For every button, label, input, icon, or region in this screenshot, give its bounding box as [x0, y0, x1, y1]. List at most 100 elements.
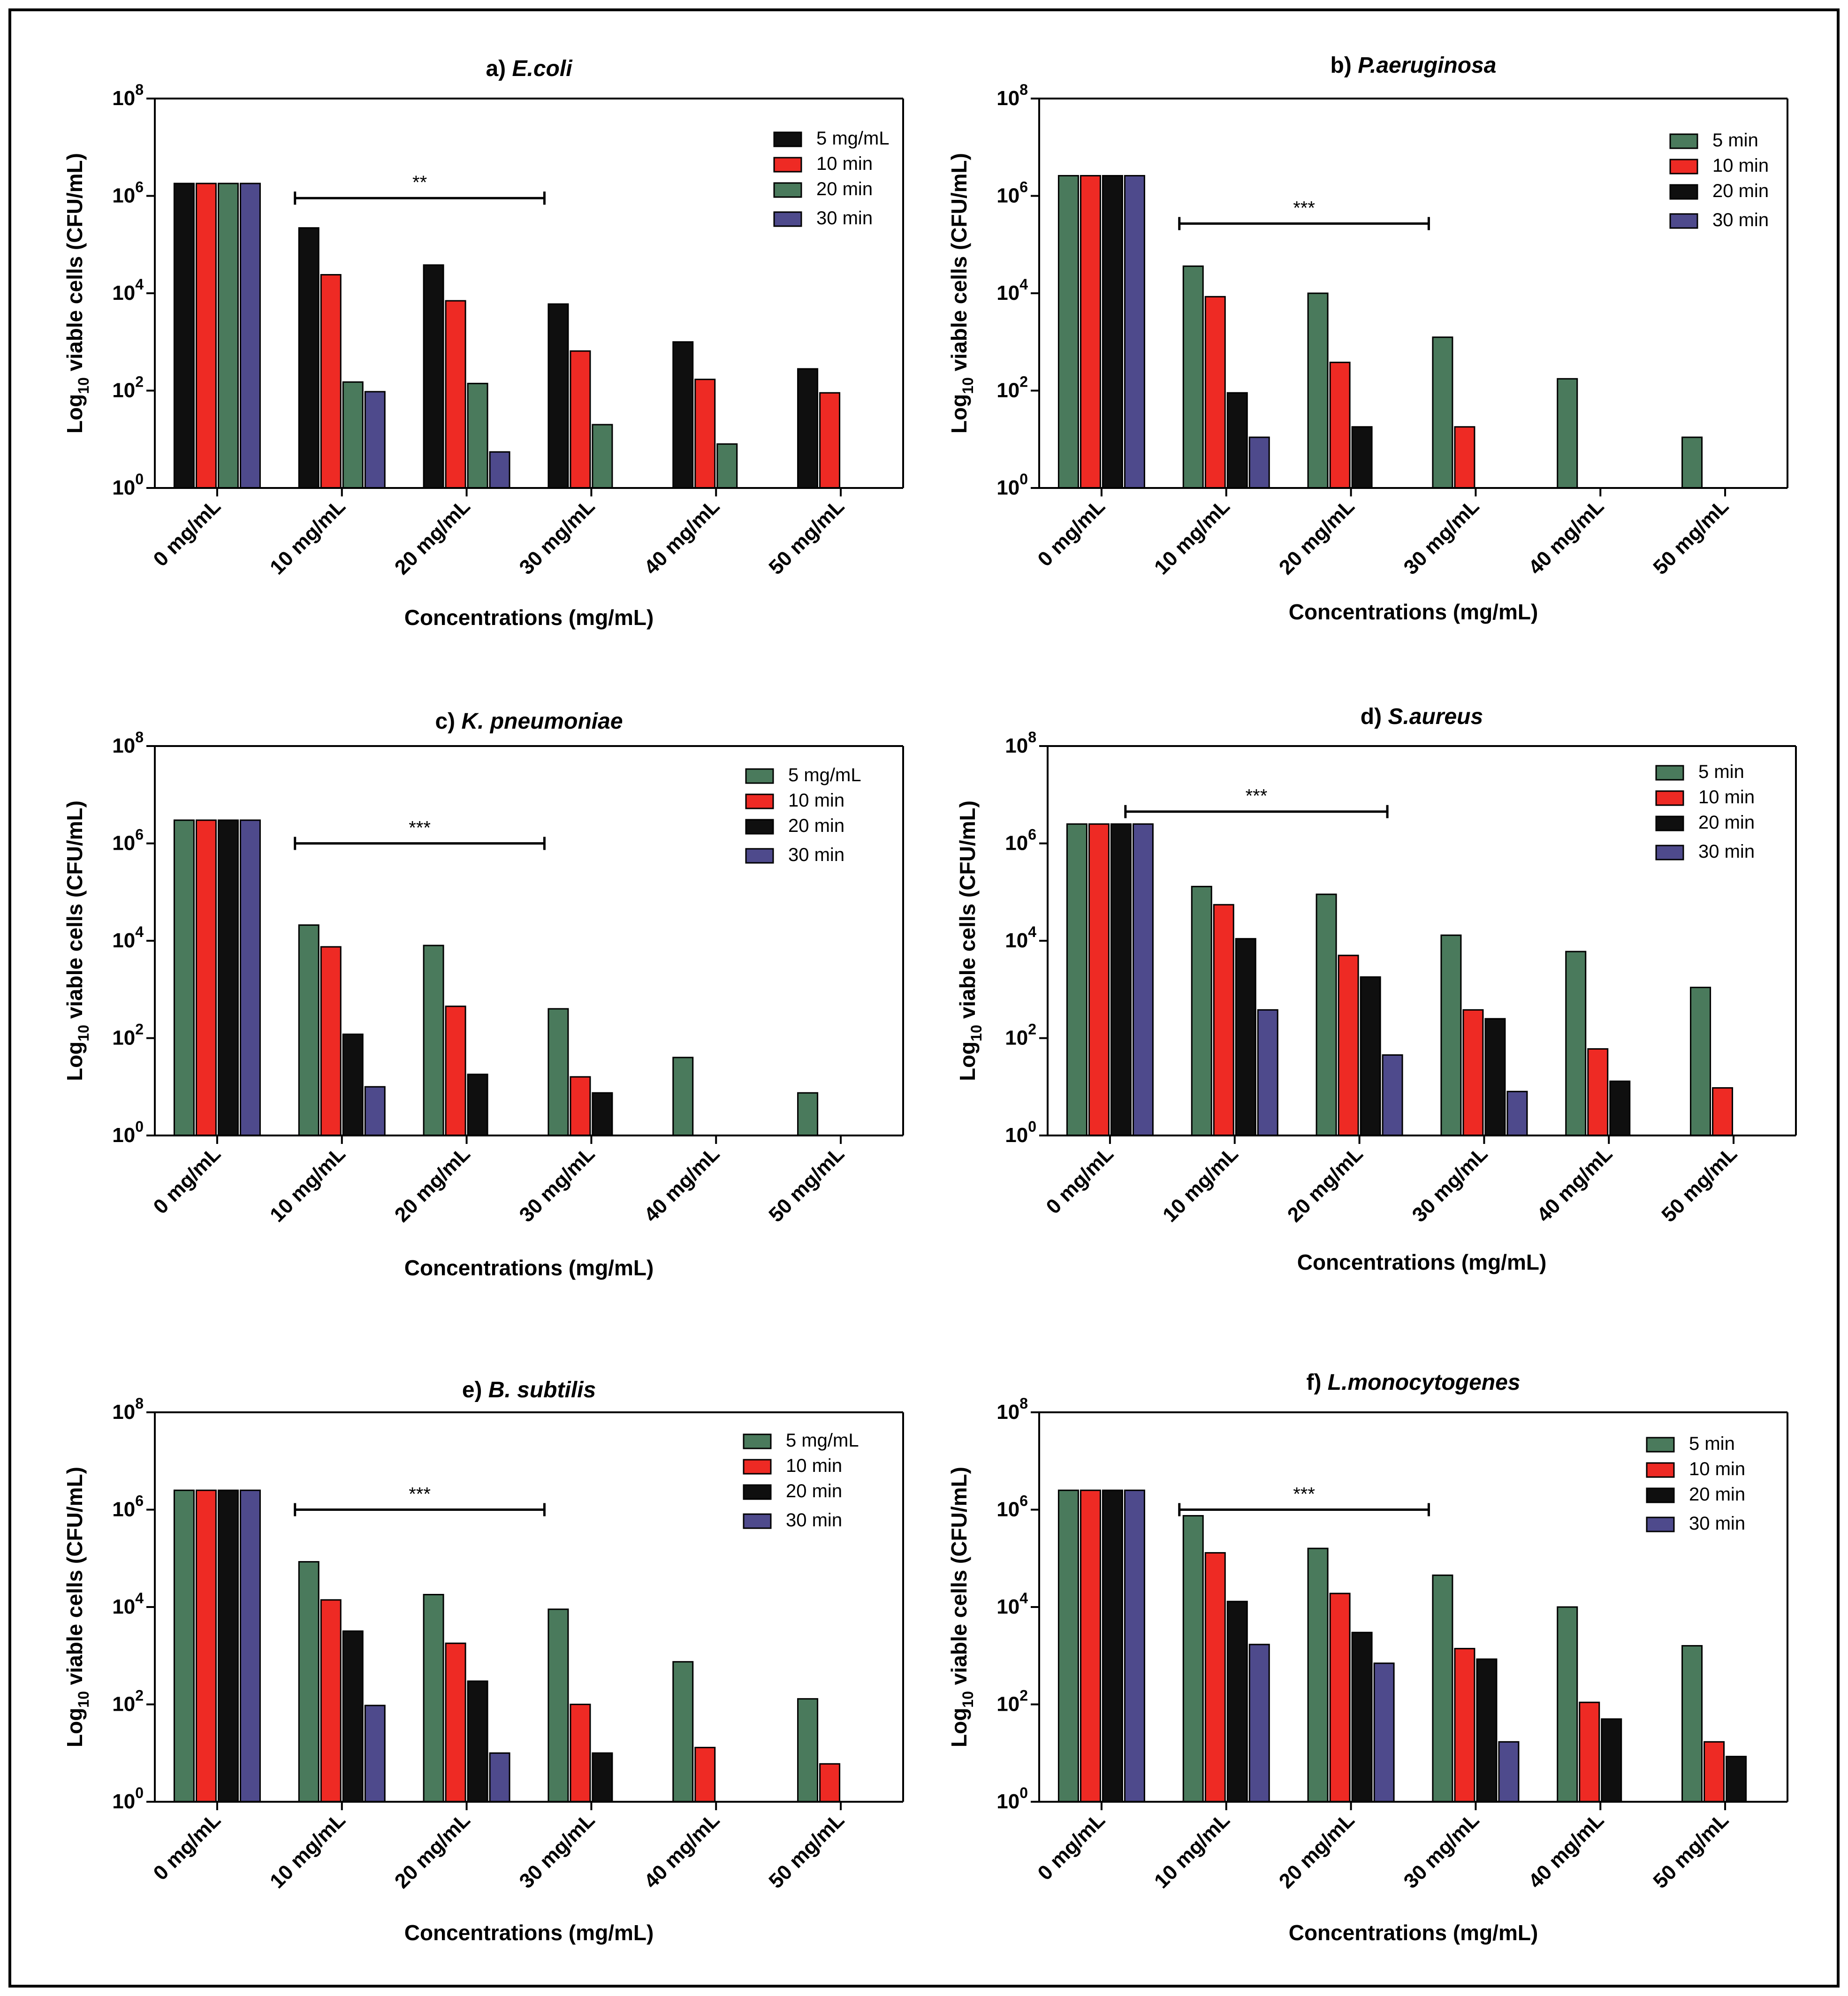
- legend-swatch: [745, 768, 774, 784]
- legend-swatch: [1646, 1462, 1675, 1478]
- bar-1-4: [1432, 1574, 1453, 1803]
- y-tick-label: 100: [112, 471, 144, 499]
- legend-swatch: [1669, 133, 1698, 149]
- y-axis-label: Log10 viable cells (CFU/mL): [947, 1467, 976, 1747]
- bar-1-6: [797, 368, 819, 489]
- y-tick-label: 108: [1005, 729, 1036, 757]
- bar-3-4: [592, 1092, 613, 1136]
- bar-1-5: [672, 341, 694, 489]
- x-axis-label: Concentrations (mg/mL): [1297, 1250, 1547, 1274]
- bar-3-5: [1609, 1080, 1631, 1136]
- legend-swatch: [773, 182, 802, 198]
- bar-2-4: [1462, 1009, 1484, 1136]
- bar-3-3: [467, 1680, 488, 1803]
- bar-1-5: [1557, 378, 1578, 489]
- title-prefix: b): [1331, 53, 1358, 78]
- x-tick-label: 10 mg/mL: [266, 495, 350, 579]
- significance-label: ***: [1293, 1484, 1315, 1505]
- bar-3-3: [467, 382, 488, 489]
- bar-2-4: [570, 1704, 591, 1803]
- x-tick-label: 30 mg/mL: [515, 1142, 600, 1227]
- x-tick-label: 30 mg/mL: [1399, 495, 1484, 579]
- x-tick-label: 0 mg/mL: [149, 495, 225, 571]
- bar-2-2: [1213, 904, 1234, 1136]
- y-tick-label: 106: [1005, 826, 1036, 855]
- y-tick-label: 102: [1005, 1021, 1036, 1050]
- bar-2-3: [445, 300, 466, 489]
- bar-4-2: [1248, 1644, 1270, 1803]
- chart-panel-3: c) K. pneumoniae 100 102 104 106 108 0 mg/mL 10…: [62, 709, 904, 1280]
- chart-panel-1: a) E.coli 100 102 104 106 108 0 mg/mL 10 mg/mL 2…: [62, 56, 904, 630]
- bar-3-4: [1484, 1018, 1506, 1136]
- legend-label: 30 min: [786, 1510, 842, 1531]
- legend-label: 30 min: [788, 845, 844, 865]
- bar-3-2: [342, 1033, 364, 1136]
- significance-label: ***: [409, 818, 431, 838]
- y-tick-label: 102: [112, 373, 144, 402]
- y-tick-label: 108: [112, 81, 144, 110]
- y-tick-label: 104: [996, 1590, 1028, 1618]
- chart-panel-6: f) L.monocytogenes 100 102 104 106 108 0 mg/mL…: [947, 1370, 1788, 1945]
- title-prefix: f): [1306, 1370, 1327, 1395]
- bar-3-1: [1102, 175, 1123, 489]
- x-axis-label: Concentrations (mg/mL): [404, 1256, 654, 1280]
- title-prefix: c): [435, 709, 461, 734]
- bar-1-5: [1565, 951, 1587, 1136]
- x-tick-label: 20 mg/mL: [1275, 1808, 1359, 1893]
- bar-3-3: [1351, 426, 1373, 489]
- bar-3-1: [1102, 1489, 1123, 1803]
- x-axis-label: Concentrations (mg/mL): [404, 1920, 654, 1945]
- bar-3-1: [217, 183, 239, 489]
- bar-3-1: [1110, 823, 1132, 1136]
- legend-label: 20 min: [1698, 812, 1755, 833]
- legend-label: 30 min: [1712, 210, 1769, 230]
- bar-2-3: [1338, 954, 1359, 1136]
- x-tick-label: 10 mg/mL: [1158, 1142, 1243, 1227]
- bar-4-2: [364, 1705, 386, 1803]
- bar-1-6: [797, 1092, 819, 1136]
- bar-1-3: [1316, 893, 1337, 1136]
- bar-1-3: [423, 945, 444, 1136]
- x-tick-label: 50 mg/mL: [764, 1142, 849, 1227]
- y-tick-label: 100: [996, 471, 1028, 499]
- x-tick-label: 50 mg/mL: [764, 1808, 849, 1893]
- bar-2-3: [1329, 361, 1351, 489]
- legend-label: 20 min: [816, 179, 873, 199]
- bar-2-2: [320, 946, 342, 1136]
- bar-1-1: [173, 819, 195, 1136]
- legend-label: 10 min: [1712, 155, 1769, 176]
- x-tick-label: 50 mg/mL: [1657, 1142, 1742, 1227]
- bar-3-5: [716, 443, 738, 489]
- title-organism: S.aureus: [1388, 704, 1483, 729]
- bar-1-3: [423, 1594, 444, 1803]
- title-organism: P.aeruginosa: [1358, 53, 1496, 78]
- significance-label: **: [412, 172, 427, 193]
- legend-swatch: [1655, 845, 1684, 861]
- bar-3-4: [1476, 1658, 1498, 1803]
- y-tick-label: 108: [112, 1395, 144, 1424]
- legend-swatch: [1655, 815, 1684, 831]
- legend-swatch: [773, 211, 802, 227]
- y-tick-label: 102: [112, 1021, 144, 1050]
- legend-swatch: [1655, 790, 1684, 806]
- legend-label: 20 min: [1712, 181, 1769, 201]
- bar-3-2: [1226, 1600, 1248, 1803]
- legend-swatch: [1646, 1516, 1675, 1532]
- bar-4-2: [1257, 1009, 1278, 1136]
- title-organism: K. pneumoniae: [461, 709, 623, 734]
- bar-4-1: [239, 819, 261, 1136]
- bar-3-3: [1360, 976, 1381, 1136]
- y-tick-label: 100: [996, 1784, 1028, 1813]
- legend-swatch: [745, 819, 774, 835]
- bar-3-4: [592, 424, 613, 489]
- x-tick-label: 40 mg/mL: [639, 1808, 724, 1893]
- bar-2-2: [320, 1599, 342, 1803]
- legend-swatch: [1669, 159, 1698, 175]
- bar-2-6: [1712, 1087, 1734, 1136]
- bar-1-3: [1307, 1547, 1329, 1803]
- x-axis-label: Concentrations (mg/mL): [1289, 1920, 1538, 1945]
- bar-1-2: [298, 1561, 319, 1803]
- y-tick-label: 106: [112, 179, 144, 207]
- bar-2-1: [1080, 175, 1101, 489]
- y-tick-label: 102: [112, 1687, 144, 1716]
